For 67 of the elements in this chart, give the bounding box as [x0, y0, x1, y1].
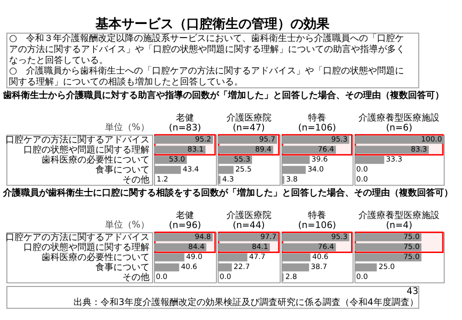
data-label: 75.0 [403, 232, 420, 242]
data-label: 95.7 [259, 134, 276, 144]
data-label: 0.0 [356, 164, 368, 174]
chart-title: 歯科衛生士から介護職員に対する助言や指導の回数が「増加した」と回答した場合、その理由（複数回答可） [2, 88, 444, 101]
y-tick-label: 食事について [95, 164, 150, 176]
y-tick-label: 歯科医療の必要性について [41, 154, 150, 166]
data-label: 75.0 [403, 252, 420, 262]
data-label: 4.3 [222, 174, 234, 184]
data-label: 0.0 [356, 272, 368, 282]
data-label: 95.2 [194, 134, 212, 144]
data-label: 38.7 [310, 262, 328, 272]
data-label: 40.6 [180, 262, 198, 272]
series-label: 老健 (n=83) [168, 112, 202, 134]
y-tick-label: 食事について [95, 262, 150, 274]
data-label: 47.7 [249, 252, 266, 262]
data-label: 95.3 [331, 134, 348, 144]
data-label: 83.1 [187, 144, 204, 154]
data-label: 53.0 [168, 154, 186, 164]
data-label: 49.0 [186, 252, 203, 262]
data-label: 39.6 [312, 154, 328, 164]
y-tick-label: その他 [122, 174, 150, 186]
y-tick-label: 歯科医療の必要性について [41, 252, 150, 264]
data-label: 76.4 [318, 144, 334, 154]
y-tick-label: 口腔の状態や問題に関する理解 [23, 242, 150, 254]
data-label: 22.7 [234, 262, 250, 272]
data-label: 83.3 [410, 144, 428, 154]
data-label: 43.4 [182, 164, 200, 174]
data-label: 25.5 [235, 164, 252, 174]
y-tick-label: 口腔ケアの方法に関するアドバイス [5, 232, 150, 243]
text: ○ 令和３年介護報酬改定以降の施設系サービスにおいて、歯科衛生士から介護職員への「口腔ケアの方法に関するアドバイス」や「口腔の状態や問題に関する理解」についての助言や指導が多くなったと回答している。 [9, 32, 406, 66]
series-label: 特養 (n=106) [298, 210, 336, 231]
data-label: 100.0 [421, 134, 442, 144]
data-label: 97.7 [260, 232, 277, 242]
data-label: 0.0 [156, 272, 168, 282]
text: 単位（%） [104, 220, 150, 231]
data-label: 75.0 [403, 242, 420, 252]
data-label: 40.6 [312, 252, 329, 262]
data-label: 89.4 [255, 144, 272, 154]
data-label: 76.4 [318, 242, 334, 252]
series-label: 介護医療院 (n=44) [226, 210, 272, 231]
series-label: 特養 (n=106) [298, 112, 336, 134]
series-label: 介護医療院 (n=47) [226, 112, 272, 134]
data-label: 0.0 [220, 272, 232, 282]
chart-title: 介護職員が歯科衛生士に口腔に関する相談をする回数が「増加した」と回答した場合、その理由（複数回答可） [2, 186, 454, 198]
series-label: 老健 (n=96) [168, 210, 202, 231]
data-label: 84.4 [188, 242, 205, 252]
data-label: 34.0 [308, 164, 324, 174]
data-label: 95.3 [331, 232, 348, 242]
data-label: 94.8 [194, 232, 212, 242]
data-label: 3.8 [286, 174, 298, 184]
text: 43 [406, 287, 418, 298]
data-label: 55.3 [234, 154, 251, 164]
y-tick-label: 口腔ケアの方法に関するアドバイス [5, 134, 150, 146]
text: 基本サービス（口腔衛生の管理）の効果 [94, 16, 330, 32]
data-label: 2.8 [285, 272, 298, 282]
text: ○ 介護職員から歯科衛生士への「口腔ケアの方法に関するアドバイス」や「口腔の状態や問題に関する理解」についての相談も増加したと回答している。 [9, 66, 404, 88]
data-label: 33.3 [386, 154, 403, 164]
series-label: 介護療養型医療施設 (n=4) [358, 210, 440, 231]
text: 単位（%） [104, 122, 150, 134]
series-label: 介護療養型医療施設 (n=6) [358, 112, 440, 134]
data-label: 0.0 [356, 174, 368, 184]
data-label: 1.2 [156, 174, 168, 184]
source-note: 出典：令和3年度介護報酬改定の効果検証及び調査研究に係る調査（令和4年度調査） [74, 297, 418, 308]
data-label: 25.0 [378, 262, 396, 272]
y-tick-label: その他 [122, 272, 150, 284]
data-label: 84.1 [252, 242, 268, 252]
y-tick-label: 口腔の状態や問題に関する理解 [23, 144, 150, 156]
